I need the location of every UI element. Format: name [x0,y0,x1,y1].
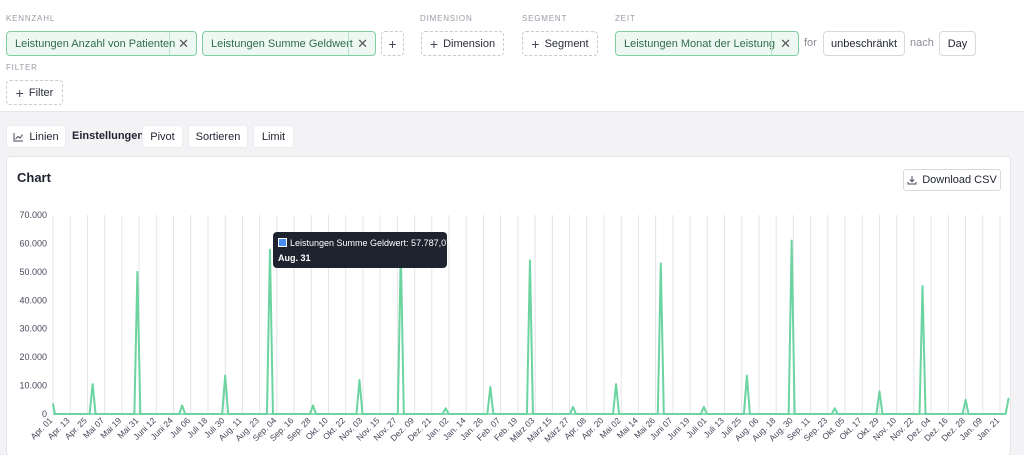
data-point[interactable] [921,285,924,287]
chart-title: Chart [17,170,51,185]
query-builder: KENNZAHL DIMENSION SEGMENT ZEIT FILTER L… [0,0,1024,112]
data-point[interactable] [615,383,617,385]
close-icon[interactable]: ✕ [178,36,189,51]
data-point[interactable] [833,407,836,410]
plus-icon: + [429,35,439,52]
data-point[interactable] [878,390,881,393]
add-dimension-button[interactable]: + Dimension [421,31,504,56]
kennzahl-label: KENNZAHL [6,14,56,23]
y-tick-label: 40.000 [19,295,47,305]
segment-label: SEGMENT [522,14,568,23]
sort-button[interactable]: Sortieren [188,125,248,148]
data-point[interactable] [703,406,705,408]
dimension-button-label: Dimension [443,37,496,50]
add-filter-button[interactable]: + Filter [6,80,63,105]
data-point[interactable] [358,379,361,381]
plus-icon: + [531,35,540,52]
add-segment-button[interactable]: + Segment [522,31,598,56]
chart-tooltip: Leistungen Summe Geldwert: 57.787,07 Aug… [273,232,451,268]
for-text: for [804,37,817,49]
segment-button-label: Segment [544,37,589,50]
measure-tag-patienten[interactable]: Leistungen Anzahl von Patienten ✕ [6,31,197,56]
data-point[interactable] [181,404,183,407]
close-icon[interactable]: ✕ [780,36,791,51]
data-point[interactable] [91,383,94,385]
data-point[interactable] [269,248,271,251]
close-icon[interactable]: ✕ [357,36,368,51]
data-point[interactable] [489,386,492,388]
y-tick-label: 30.000 [19,324,47,334]
y-tick-label: 20.000 [19,352,47,362]
granularity-select[interactable]: Day [939,31,976,56]
time-dimension-tag[interactable]: Leistungen Monat der Leistung ✕ [615,31,799,56]
y-tick-label: 10.000 [19,381,47,391]
measure-tag-label: Leistungen Summe Geldwert [211,37,353,50]
download-csv-label: Download CSV [922,174,997,186]
pivot-button[interactable]: Pivot [142,125,183,148]
data-point[interactable] [790,239,793,242]
settings-label: Einstellungen: [72,130,148,142]
filter-label: FILTER [6,63,38,72]
y-tick-label: 60.000 [19,238,47,248]
chart-type-label: Linien [29,130,59,143]
data-point[interactable] [660,262,662,265]
line-chart-icon [13,132,24,141]
data-point[interactable] [444,407,447,410]
data-point[interactable] [1007,397,1010,400]
data-point[interactable] [136,271,139,273]
data-point[interactable] [964,398,967,401]
y-tick-label: 0 [42,409,47,419]
time-tag-label: Leistungen Monat der Leistung [624,37,776,50]
tag-separator [771,32,772,55]
tag-separator [169,32,170,55]
measure-tag-geldwert[interactable]: Leistungen Summe Geldwert ✕ [202,31,376,56]
series-color-swatch [278,238,287,247]
download-csv-button[interactable]: Download CSV [903,169,1001,191]
chart-type-button[interactable]: Linien [6,125,66,148]
add-measure-button[interactable]: + [381,31,404,56]
data-point[interactable] [52,403,54,405]
data-point[interactable] [529,259,531,262]
data-point[interactable] [746,374,748,377]
filter-button-label: Filter [28,86,54,99]
tooltip-series-value: Leistungen Summe Geldwert: 57.787,07 [290,238,452,248]
plus-icon: + [15,84,24,101]
dimension-label: DIMENSION [420,14,473,23]
data-point[interactable] [312,404,314,407]
plus-icon: + [388,35,397,52]
data-point[interactable] [224,374,226,377]
y-tick-label: 50.000 [19,267,47,277]
tooltip-date: Aug. 31 [278,253,311,263]
tag-separator [348,32,349,55]
y-tick-label: 70.000 [19,210,47,220]
date-range-select[interactable]: unbeschränkt [823,31,905,56]
measure-tag-label: Leistungen Anzahl von Patienten [15,37,176,50]
download-icon [907,176,917,185]
series-line [52,239,1010,415]
limit-button[interactable]: Limit [253,125,294,148]
data-point[interactable] [572,406,574,408]
zeit-label: ZEIT [615,14,636,23]
nach-text: nach [910,37,934,49]
